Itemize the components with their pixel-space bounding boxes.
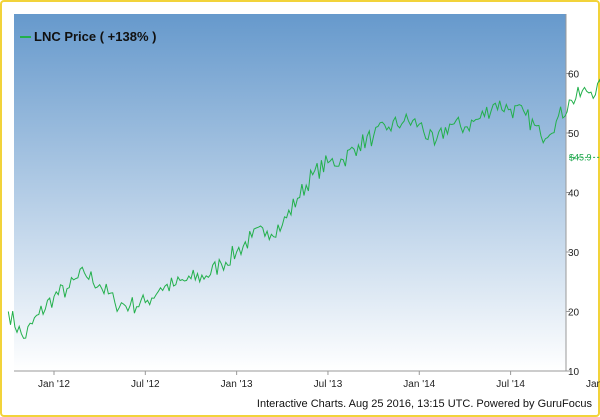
legend-label: LNC Price ( +138% ) xyxy=(34,29,156,44)
x-tick-label: Jan '15 xyxy=(586,379,600,390)
x-tick-label: Jul '13 xyxy=(314,379,343,390)
last-price-label: $45.9 xyxy=(569,152,592,162)
series-line[interactable] xyxy=(7,67,600,339)
plot-area xyxy=(14,14,566,371)
y-tick-label: 40 xyxy=(568,189,580,200)
y-tick-label: 10 xyxy=(568,367,580,378)
y-tick-label: 30 xyxy=(568,248,580,259)
x-tick-label: Jan '12 xyxy=(38,379,70,390)
y-tick-label: 60 xyxy=(568,70,580,81)
x-tick-label: Jan '13 xyxy=(221,379,253,390)
x-tick-label: Jul '12 xyxy=(131,379,160,390)
legend[interactable]: LNC Price ( +138% ) xyxy=(20,29,156,44)
footer-credit: Interactive Charts. Aug 25 2016, 13:15 U… xyxy=(257,398,593,410)
y-tick-label: 50 xyxy=(568,129,580,140)
x-tick-label: Jul '14 xyxy=(496,379,525,390)
x-tick-label: Jan '14 xyxy=(403,379,435,390)
y-tick-label: 20 xyxy=(568,308,580,319)
